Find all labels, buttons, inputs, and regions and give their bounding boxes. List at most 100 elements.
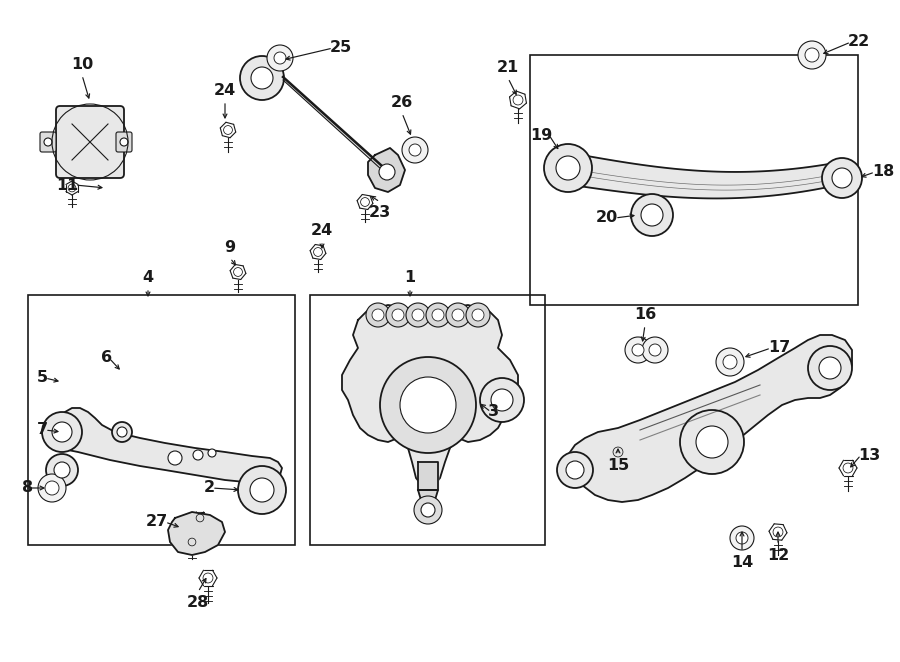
Bar (310, 295, 545, 545)
Circle shape (46, 454, 78, 486)
Polygon shape (52, 408, 282, 482)
Circle shape (54, 462, 70, 478)
Circle shape (251, 67, 273, 89)
Circle shape (556, 156, 580, 180)
Text: 12: 12 (767, 548, 789, 563)
Text: 19: 19 (530, 128, 552, 142)
Text: 27: 27 (146, 514, 168, 530)
Circle shape (412, 309, 424, 321)
Text: 13: 13 (858, 448, 880, 463)
Text: 4: 4 (142, 270, 154, 285)
Circle shape (400, 377, 456, 433)
Circle shape (372, 309, 384, 321)
Polygon shape (562, 335, 852, 502)
Circle shape (112, 422, 132, 442)
Circle shape (38, 474, 66, 502)
Polygon shape (368, 148, 405, 192)
Polygon shape (418, 490, 438, 510)
Text: 23: 23 (369, 205, 392, 220)
Circle shape (822, 158, 862, 198)
Text: 3: 3 (488, 404, 500, 420)
Circle shape (446, 303, 470, 327)
Text: 21: 21 (497, 60, 519, 75)
Circle shape (120, 138, 128, 146)
Text: 26: 26 (391, 95, 413, 110)
Bar (28, 295, 295, 545)
Circle shape (696, 426, 728, 458)
FancyBboxPatch shape (56, 106, 124, 178)
Circle shape (730, 526, 754, 550)
Circle shape (168, 451, 182, 465)
Text: 2: 2 (204, 481, 215, 495)
Circle shape (723, 355, 737, 369)
Polygon shape (283, 76, 382, 168)
Circle shape (832, 168, 852, 188)
Text: 22: 22 (848, 34, 870, 50)
Bar (530, 55, 858, 305)
Text: 15: 15 (607, 458, 629, 473)
Circle shape (631, 194, 673, 236)
Text: 25: 25 (330, 40, 352, 56)
Text: 6: 6 (101, 350, 112, 365)
Text: 10: 10 (71, 57, 93, 72)
Circle shape (544, 144, 592, 192)
Circle shape (117, 427, 127, 437)
Text: 24: 24 (214, 83, 236, 98)
Circle shape (649, 344, 661, 356)
Circle shape (409, 144, 421, 156)
FancyBboxPatch shape (40, 132, 56, 152)
Circle shape (45, 481, 59, 495)
Text: 28: 28 (187, 595, 209, 610)
Circle shape (819, 357, 841, 379)
Circle shape (402, 137, 428, 163)
Circle shape (680, 410, 744, 474)
Circle shape (392, 309, 404, 321)
Circle shape (625, 337, 651, 363)
Circle shape (193, 450, 203, 460)
Circle shape (566, 461, 584, 479)
Circle shape (798, 41, 826, 69)
Circle shape (238, 466, 286, 514)
Circle shape (379, 164, 395, 180)
Circle shape (44, 138, 52, 146)
Text: 14: 14 (731, 555, 753, 570)
Circle shape (480, 378, 524, 422)
Circle shape (432, 309, 444, 321)
Polygon shape (565, 152, 845, 199)
Text: 16: 16 (634, 307, 656, 322)
Circle shape (736, 532, 748, 544)
Circle shape (414, 496, 442, 524)
Circle shape (274, 52, 286, 64)
Text: 17: 17 (768, 340, 790, 355)
Circle shape (805, 48, 819, 62)
Circle shape (406, 303, 430, 327)
Text: 9: 9 (224, 240, 236, 255)
Text: 24: 24 (310, 223, 333, 238)
Circle shape (250, 478, 274, 502)
Circle shape (52, 422, 72, 442)
Circle shape (632, 344, 644, 356)
Circle shape (466, 303, 490, 327)
Circle shape (267, 45, 293, 71)
Text: 5: 5 (37, 371, 48, 385)
Circle shape (716, 348, 744, 376)
Circle shape (452, 309, 464, 321)
Text: 8: 8 (22, 481, 33, 495)
Text: 20: 20 (596, 211, 618, 226)
Text: 7: 7 (37, 422, 48, 438)
Circle shape (426, 303, 450, 327)
Polygon shape (418, 462, 438, 490)
Circle shape (380, 357, 476, 453)
Text: 1: 1 (404, 270, 416, 285)
Circle shape (472, 309, 484, 321)
Circle shape (240, 56, 284, 100)
Polygon shape (168, 512, 225, 555)
FancyBboxPatch shape (116, 132, 132, 152)
Text: 18: 18 (872, 164, 895, 179)
Circle shape (642, 337, 668, 363)
Text: 11: 11 (56, 177, 78, 193)
Circle shape (641, 204, 663, 226)
Circle shape (208, 449, 216, 457)
Circle shape (557, 452, 593, 488)
Circle shape (42, 412, 82, 452)
